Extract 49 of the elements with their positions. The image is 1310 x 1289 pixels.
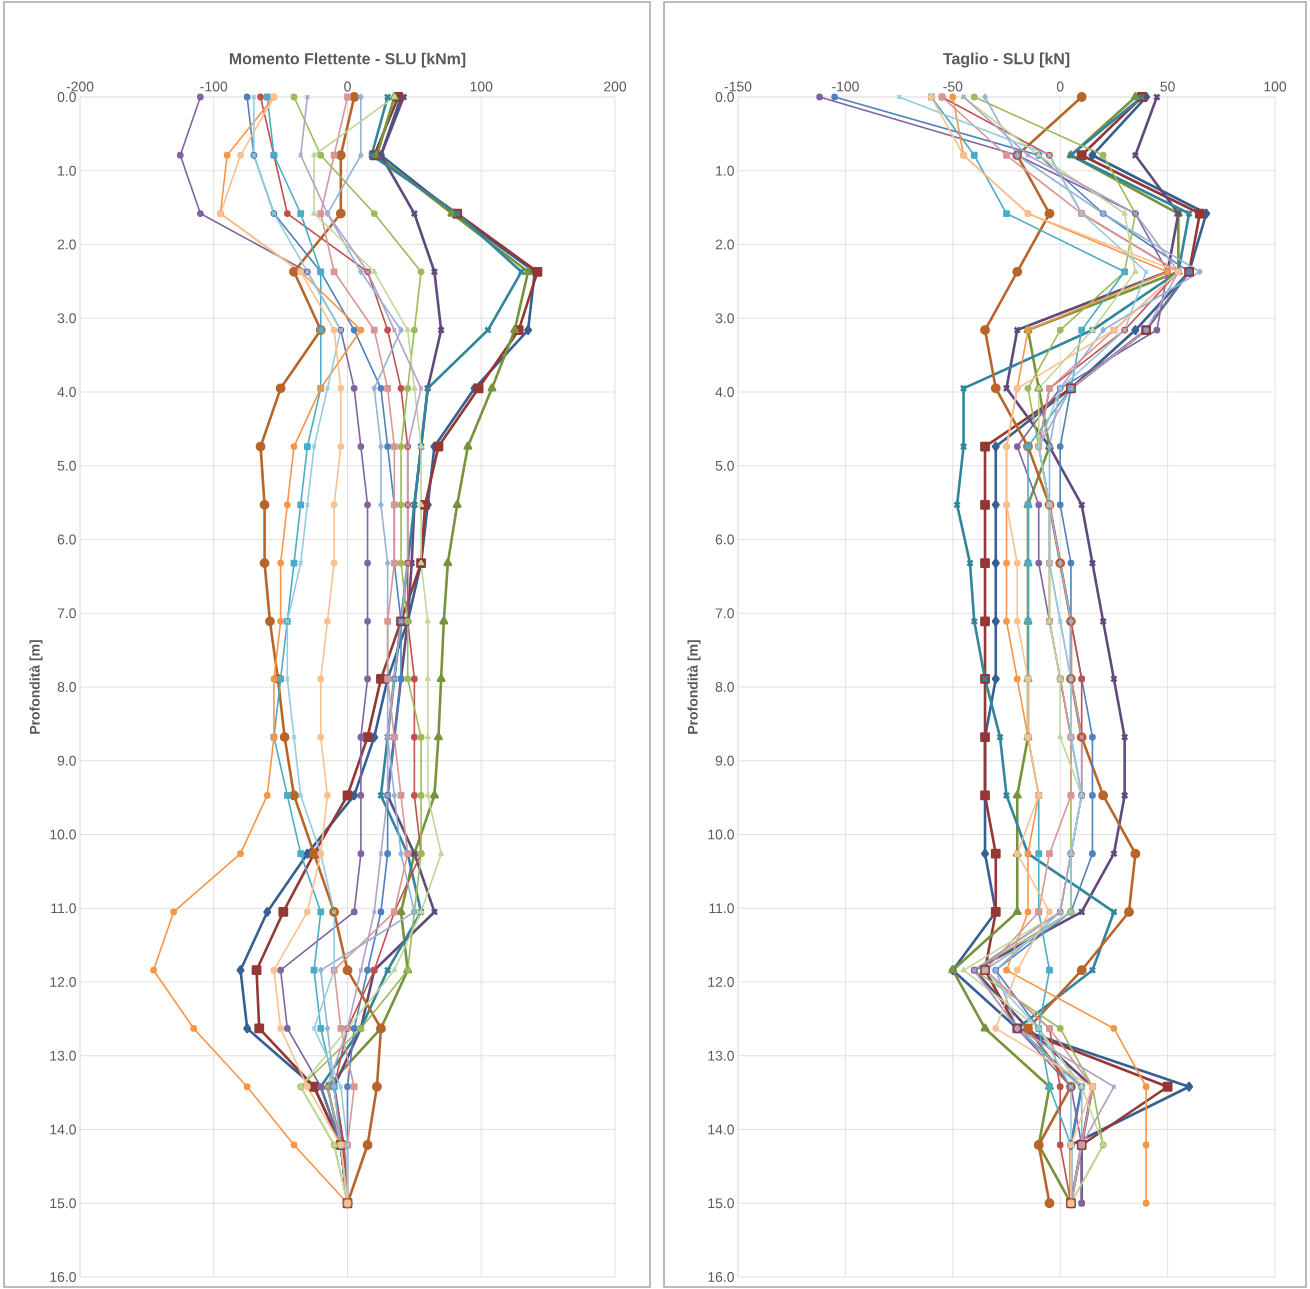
y-tick-label: 5.0: [57, 460, 76, 471]
y-tick-label: 13.0: [708, 1050, 734, 1061]
x-tick-label: 0: [344, 81, 351, 92]
y-tick-label: 16.0: [50, 1272, 76, 1282]
y-axis-title: Profondità [m]: [687, 640, 701, 734]
x-tick-label: -50: [943, 81, 963, 92]
x-tick-label: 200: [604, 81, 627, 92]
y-tick-label: 0.0: [57, 92, 76, 102]
y-tick-label: 8.0: [57, 682, 76, 692]
y-tick-label: 4.0: [715, 387, 734, 397]
x-tick-label: 0: [1056, 81, 1064, 92]
y-tick-label: 1.0: [58, 165, 76, 176]
y-tick-label: 11.0: [51, 903, 76, 914]
y-tick-label: 9.0: [57, 755, 76, 766]
y-tick-label: 6.0: [57, 534, 76, 545]
x-tick-label: -200: [66, 81, 94, 92]
y-tick-label: 14.0: [708, 1124, 734, 1135]
y-tick-label: 5.0: [715, 460, 734, 471]
y-tick-label: 2.0: [57, 239, 76, 250]
y-tick-label: 8.0: [715, 682, 734, 692]
x-tick-label: -100: [200, 81, 228, 92]
x-tick-label: 100: [470, 81, 493, 92]
chart-title: Taglio - SLU [kN]: [943, 52, 1070, 68]
y-tick-label: 15.0: [708, 1198, 734, 1209]
y-tick-label: 4.0: [57, 387, 76, 397]
y-tick-label: 13.0: [50, 1050, 76, 1061]
y-tick-label: 7.0: [715, 608, 734, 619]
y-tick-label: 0.0: [715, 92, 734, 102]
x-tick-label: -150: [724, 81, 752, 92]
y-tick-label: 7.0: [57, 608, 76, 619]
y-tick-label: 1.0: [716, 165, 734, 176]
y-tick-label: 16.0: [708, 1272, 734, 1282]
y-tick-label: 9.0: [715, 755, 734, 766]
y-tick-label: 10.0: [708, 829, 734, 840]
y-tick-label: 12.0: [50, 977, 76, 987]
y-axis-title: Profondità [m]: [29, 640, 43, 734]
x-tick-label: 100: [1264, 81, 1287, 92]
y-tick-label: 3.0: [57, 313, 76, 324]
y-tick-label: 2.0: [715, 239, 734, 250]
y-tick-label: 14.0: [50, 1124, 76, 1135]
y-tick-label: 3.0: [715, 313, 734, 324]
y-tick-label: 6.0: [715, 534, 734, 545]
y-tick-label: 10.0: [50, 829, 76, 840]
chart-title: Momento Flettente - SLU [kNm]: [229, 52, 466, 68]
y-tick-label: 12.0: [708, 977, 734, 987]
y-tick-label: 11.0: [709, 903, 734, 914]
x-tick-label: -100: [832, 81, 859, 92]
y-tick-label: 15.0: [50, 1198, 76, 1209]
x-tick-label: 50: [1160, 81, 1175, 92]
